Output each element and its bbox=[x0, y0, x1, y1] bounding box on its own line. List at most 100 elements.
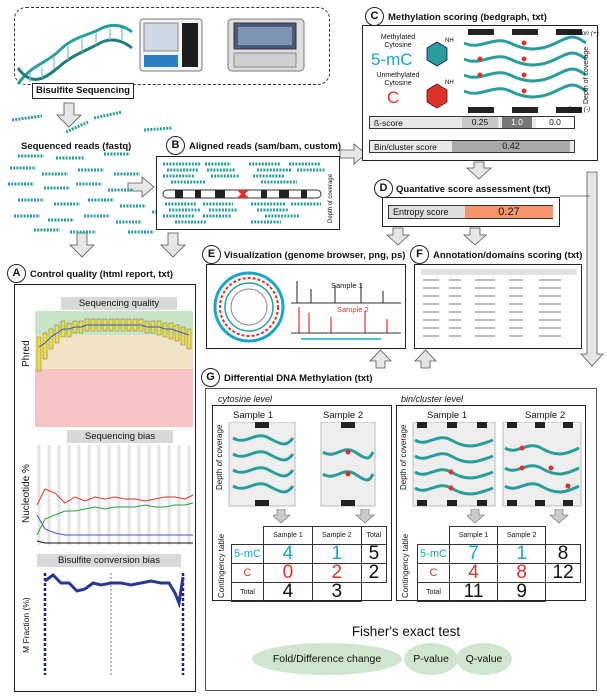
cyt-contingency-table: Sample 1 Sample 2 Total 5-mC 4 1 5 C 0 2… bbox=[231, 526, 388, 602]
bin-row-c: C bbox=[417, 563, 450, 583]
bin-cell-c-s2: 8 bbox=[497, 563, 547, 583]
cyt-small-arrows bbox=[273, 509, 375, 524]
bin-sample1-label: Sample 1 bbox=[427, 410, 468, 421]
c-label: C bbox=[387, 88, 400, 107]
beta-value-1: 0.25 bbox=[462, 117, 498, 128]
panel-b-badge: B bbox=[166, 136, 185, 155]
cyt-cell-c-total: 2 bbox=[360, 563, 388, 583]
entropy-value: 0.27 bbox=[465, 206, 553, 218]
sequencer-machine-icon bbox=[139, 18, 203, 72]
cyt-col-sample2: Sample 2 bbox=[311, 526, 362, 545]
phred-label: Phred bbox=[21, 340, 32, 367]
bin-row-5mc: 5-mC bbox=[417, 544, 450, 564]
bin-col-sample1: Sample 1 bbox=[448, 526, 499, 545]
bin-helix-graphic bbox=[412, 422, 582, 507]
bin-cell-c-s1: 4 bbox=[448, 563, 499, 583]
viz-sample2-label: Sample 2 bbox=[337, 305, 369, 314]
cyt-contingency-label: Contingency table bbox=[217, 533, 226, 598]
bin-cell-c-total: 12 bbox=[545, 563, 581, 583]
fisher-test-label: Fisher's exact test bbox=[351, 624, 461, 639]
bisulfite-bias-title: Bisulfite conversion bias bbox=[37, 554, 181, 567]
arrow-right bbox=[339, 143, 367, 165]
arrow-down bbox=[160, 232, 186, 258]
cyt-depth-label: Depth of coverage bbox=[215, 424, 224, 490]
arrow-down bbox=[69, 232, 95, 258]
bin-cell-5mc-s1: 7 bbox=[448, 544, 499, 564]
panel-f-badge: F bbox=[410, 245, 429, 264]
qvalue-pill: Q-value bbox=[456, 643, 512, 675]
cyt-cell-5mc-s1: 4 bbox=[263, 544, 313, 564]
sequenced-reads-label: Sequenced reads (fastq) bbox=[21, 141, 132, 152]
bin-score-value: 0.42 bbox=[452, 141, 570, 152]
bin-sample2-label: Sample 2 bbox=[525, 410, 566, 421]
bin-level-label: bin/cluster level bbox=[401, 394, 464, 404]
aligned-reads-panel: Depth of coverage bbox=[156, 156, 340, 230]
five-mc-label: 5-mC bbox=[371, 50, 413, 69]
bin-row-total: Total bbox=[417, 582, 450, 602]
watson-label: Watson (+) bbox=[567, 30, 599, 37]
mfraction-label: M Fraction (%) bbox=[21, 597, 31, 653]
cyt-col-total: Total bbox=[360, 526, 388, 545]
aligned-reads-label: Aligned reads (sam/bam, custom) bbox=[189, 141, 342, 152]
bin-contingency-label: Contingency table bbox=[401, 533, 410, 598]
reads-scatter bbox=[8, 110, 176, 234]
arrow-down bbox=[385, 227, 411, 246]
fold-change-pill: Fold/Difference change bbox=[252, 643, 402, 675]
bin-cell-total-s2: 9 bbox=[497, 582, 547, 602]
arrow-up bbox=[369, 349, 392, 369]
seq-quality-chart bbox=[35, 311, 193, 427]
beta-score-label: ß-score bbox=[374, 118, 403, 128]
beta-value-3: 0.0 bbox=[536, 117, 574, 128]
panel-g-badge: G bbox=[201, 368, 220, 387]
bin-depth-label: Depth of coverage bbox=[399, 424, 408, 490]
genome-browser-tracks bbox=[291, 281, 401, 340]
circos-plot bbox=[213, 271, 285, 343]
cyt-row-total: Total bbox=[231, 582, 264, 602]
annotation-label: Annotation/domains scoring (txt) bbox=[433, 250, 583, 261]
cyt-cell-total-s2: 3 bbox=[311, 582, 362, 602]
cyt-cell-5mc-total: 5 bbox=[360, 544, 388, 564]
svg-text:NH: NH bbox=[445, 38, 454, 44]
entropy-bar: Entropy score 0.27 bbox=[388, 205, 553, 219]
bisulfite-sequencing-label: Bisulfite Sequencing bbox=[32, 83, 134, 99]
visualization-label: Visualization (genome browser, png, ps) bbox=[224, 250, 406, 261]
panel-c-badge: C bbox=[365, 7, 384, 26]
quant-panel: Entropy score 0.27 bbox=[382, 197, 560, 227]
cyt-row-5mc: 5-mC bbox=[231, 544, 264, 564]
annotation-table-graphic bbox=[421, 269, 577, 337]
arrow-up bbox=[414, 349, 437, 369]
control-quality-panel: Sequencing quality Phred Sequencing bias… bbox=[14, 284, 196, 692]
cytosine-level-box: Sample 1 Sample 2 Depth of coverage bbox=[212, 405, 392, 602]
methylated-cytosine-label: Methylated Cytosine bbox=[380, 34, 416, 49]
dna-helix-icon bbox=[16, 23, 133, 85]
methylation-depth-label: Depth of coverage bbox=[583, 46, 590, 104]
cyt-sample2-label: Sample 2 bbox=[323, 410, 364, 421]
bin-cell-5mc-total: 8 bbox=[545, 544, 581, 564]
bin-score-label: Bin/cluster score bbox=[374, 142, 437, 152]
beta-value-2: 1.0 bbox=[502, 117, 532, 128]
cyt-cell-5mc-s2: 1 bbox=[311, 544, 362, 564]
methylation-scoring-label: Methylation scoring (bedgraph, txt) bbox=[388, 12, 547, 23]
bin-cell-5mc-s2: 1 bbox=[497, 544, 547, 564]
svg-text:NH: NH bbox=[445, 80, 454, 86]
seq-bias-title: Sequencing bias bbox=[67, 430, 173, 443]
beta-score-bar: ß-score 0.25 1.0 0.0 bbox=[369, 116, 575, 129]
viz-sample1-label: Sample 1 bbox=[331, 281, 363, 290]
methylation-helix-grid bbox=[464, 29, 587, 113]
cyt-row-c: C bbox=[231, 563, 264, 583]
annotation-panel bbox=[414, 264, 582, 349]
arrow-down bbox=[465, 161, 493, 180]
aligned-reads-graphic bbox=[162, 162, 325, 224]
cyt-col-sample1: Sample 1 bbox=[263, 526, 313, 545]
arrow-down bbox=[56, 102, 82, 128]
panel-e-badge: E bbox=[202, 245, 221, 264]
nucleotide-label: Nucleotide % bbox=[21, 464, 32, 523]
seq-quality-title: Sequencing quality bbox=[61, 297, 177, 310]
pvalue-pill: P-value bbox=[404, 643, 458, 675]
bin-cell-total-s1: 11 bbox=[448, 582, 499, 602]
cytosine-helix-graphic bbox=[228, 422, 376, 507]
cyt-cell-c-s1: 0 bbox=[263, 563, 313, 583]
control-quality-label: Control quality (html report, txt) bbox=[30, 269, 174, 280]
aligned-depth-label: Depth of coverage bbox=[328, 173, 334, 223]
